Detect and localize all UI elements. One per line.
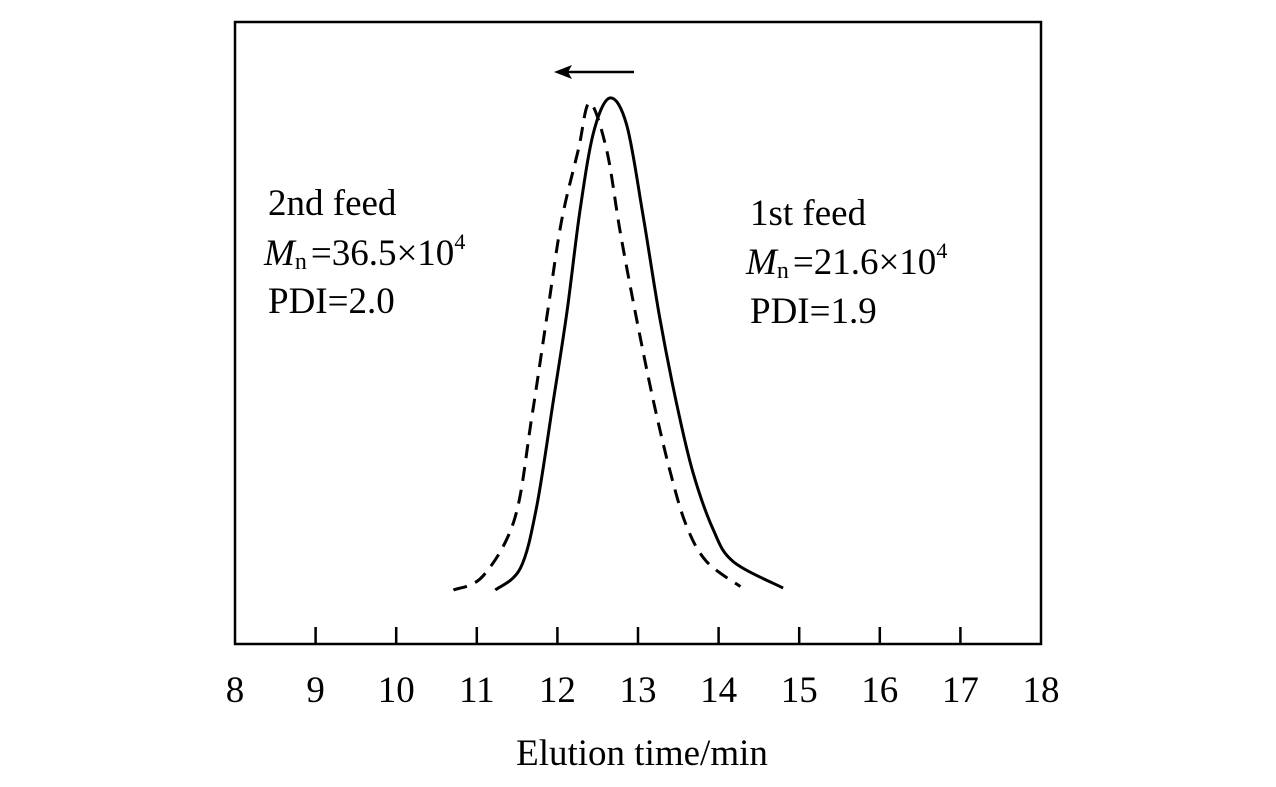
x-tick-label: 9 — [306, 670, 325, 711]
x-tick-label: 15 — [781, 670, 818, 711]
svg-text:2nd feed: 2nd feed — [268, 183, 397, 224]
x-tick-label: 18 — [1023, 670, 1060, 711]
series-1st-feed — [494, 96, 784, 592]
x-tick-label: 13 — [620, 670, 657, 711]
x-tick-label: 17 — [942, 670, 979, 711]
svg-text:Mn=36.5×104: Mn =36.5×104 — [263, 229, 465, 275]
svg-text:PDI=2.0: PDI=2.0 — [268, 281, 395, 322]
x-tick-label: 10 — [378, 670, 415, 711]
x-tick-label: 14 — [700, 670, 737, 711]
x-tick-label: 8 — [226, 670, 245, 711]
svg-text:PDI=1.9: PDI=1.9 — [750, 291, 877, 332]
x-axis-label: Elution time/min — [516, 733, 768, 774]
shift-arrow — [554, 65, 634, 79]
annotation-2nd-feed: 2nd feed Mn =36.5×104 PDI=2.0 — [263, 183, 465, 322]
x-tick-label: 16 — [861, 670, 898, 711]
curves — [452, 96, 784, 592]
annotation-1st-feed: 1st feed Mn =21.6×104 PDI=1.9 — [745, 193, 947, 332]
x-tick-label: 12 — [539, 670, 576, 711]
x-tick-label: 11 — [459, 670, 495, 711]
svg-text:Mn=21.6×104: Mn =21.6×104 — [745, 238, 947, 284]
x-axis: 8 9 10 11 12 13 14 15 16 17 18 — [226, 627, 1060, 711]
svg-text:1st feed: 1st feed — [750, 193, 867, 234]
series-2nd-feed — [452, 101, 742, 592]
